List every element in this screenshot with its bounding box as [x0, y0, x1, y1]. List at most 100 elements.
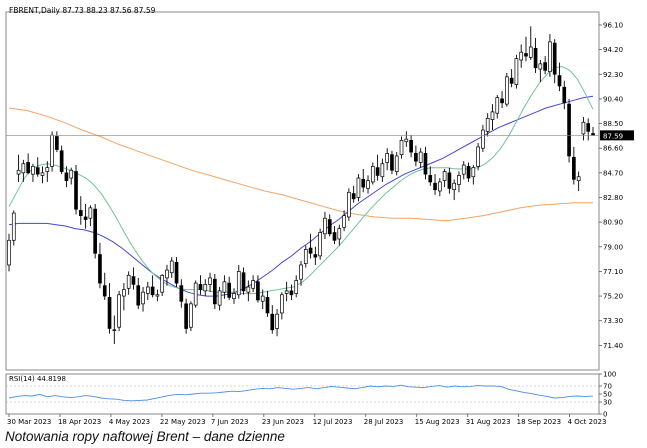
time-tick-label: 22 May 2023: [160, 418, 206, 426]
candle-body: [193, 282, 198, 306]
candle-body: [375, 167, 380, 176]
rsi-tick-label: 50: [603, 391, 612, 399]
candle-body: [284, 290, 289, 294]
time-tick-label: 4 Oct 2023: [568, 418, 607, 426]
chart-header: FBRENT,Daily 87.73 88.23 87.56 87.59: [9, 6, 156, 15]
price-tick-label: 73.30: [603, 317, 623, 325]
candle-body: [246, 286, 251, 293]
candle-body: [50, 134, 54, 167]
time-tick-label: 12 Jul 2023: [313, 418, 353, 426]
candle-body: [476, 146, 480, 167]
candle-body: [21, 163, 26, 174]
candle-body: [323, 217, 327, 235]
candle-body: [136, 285, 141, 306]
candle-body: [442, 171, 447, 181]
price-tick-label: 77.10: [603, 268, 623, 276]
rsi-label: RSI(14) 44.8198: [9, 375, 66, 383]
candle-body: [490, 111, 495, 121]
candle-body: [98, 254, 102, 284]
last-price-box: [600, 130, 634, 141]
candle-body: [366, 180, 370, 189]
rsi-tick-label: 100: [603, 371, 616, 379]
candle-body: [461, 164, 466, 175]
candle-body: [26, 162, 30, 174]
candle-body: [126, 274, 131, 289]
candle-body: [83, 216, 88, 220]
candle-body: [189, 303, 193, 328]
time-tick-label: 23 Jun 2023: [262, 418, 304, 426]
candle-body: [165, 269, 169, 279]
price-tick-label: 82.80: [603, 194, 623, 202]
ma-mid-line: [8, 95, 594, 297]
rsi-line: [8, 384, 594, 402]
candle-body: [337, 228, 342, 240]
candle-body: [562, 86, 567, 104]
candle-body: [7, 239, 11, 266]
candle-body: [519, 51, 524, 61]
price-tick-label: 90.40: [603, 95, 623, 103]
candle-body: [572, 156, 576, 180]
rsi-tick-label: 0: [603, 411, 607, 419]
time-tick-label: 31 Aug 2023: [466, 418, 511, 426]
ma-slow-line: [8, 107, 593, 222]
last-price-marker: 87.59: [6, 130, 634, 141]
price-tick-label: 94.20: [603, 46, 623, 54]
candle-body: [88, 207, 93, 219]
candle-body: [433, 182, 437, 191]
candle-body: [342, 215, 346, 228]
last-price-label: 87.59: [603, 132, 623, 140]
candle-body: [303, 249, 308, 264]
candle-body: [69, 169, 74, 179]
chart-caption: Notowania ropy naftowej Brent – dane dzi…: [5, 429, 285, 444]
candle-body: [414, 153, 418, 162]
candle-body: [260, 295, 265, 302]
rsi-tick-label: 70: [603, 383, 612, 391]
price-pane-border: [5, 11, 600, 371]
candle-body: [256, 281, 260, 301]
candle-body: [581, 121, 586, 135]
candle-body: [251, 280, 255, 289]
candle-body: [232, 293, 236, 300]
candle-body: [299, 264, 303, 280]
candle-body: [160, 274, 165, 293]
candle-body: [380, 163, 385, 178]
price-tick-label: 96.10: [603, 21, 623, 29]
candle-body: [213, 278, 217, 305]
candle-body: [586, 123, 591, 132]
candle-body: [117, 294, 121, 328]
candle-body: [466, 166, 471, 179]
rsi-tick-label: 30: [603, 399, 612, 407]
time-tick-label: 4 May 2023: [109, 418, 150, 426]
candle-body: [35, 167, 40, 175]
candle-body: [179, 285, 184, 302]
candle-body: [418, 151, 423, 163]
chart-canvas: 96.10 94.20 92.30 90.40 88.50 86.60 84.70 82.80…: [5, 6, 634, 426]
candle-body: [437, 181, 442, 192]
candle-body: [557, 75, 562, 87]
candle-body: [145, 286, 150, 294]
candle-body: [141, 291, 145, 305]
chart-window: 96.10 94.20 92.30 90.40 88.50 86.60 84.70 82.80…: [5, 6, 634, 426]
candle-body: [447, 172, 452, 189]
candle-body: [318, 232, 322, 257]
time-axis: 30 Mar 2023 18 Apr 2023 4 May 2023 22 May 2…: [7, 414, 606, 426]
candle-body: [275, 313, 279, 329]
time-tick-label: 28 Jul 2023: [364, 418, 404, 426]
candle-body: [150, 286, 155, 296]
candle-body: [509, 77, 514, 84]
price-tick-label: 71.40: [603, 342, 623, 350]
candle-body: [327, 219, 332, 235]
candle-body: [11, 212, 16, 241]
candle-body: [399, 140, 404, 156]
candle-body: [227, 282, 232, 298]
candle-body: [552, 42, 557, 75]
candle-body: [452, 182, 457, 191]
price-tick-label: 75.20: [603, 293, 623, 301]
candle-body: [289, 290, 294, 296]
candle-body: [107, 297, 112, 329]
candle-body: [394, 155, 399, 172]
candle-body: [31, 166, 35, 175]
candle-body: [409, 140, 413, 153]
candle-body: [356, 177, 361, 198]
price-tick-label: 86.60: [603, 145, 623, 153]
